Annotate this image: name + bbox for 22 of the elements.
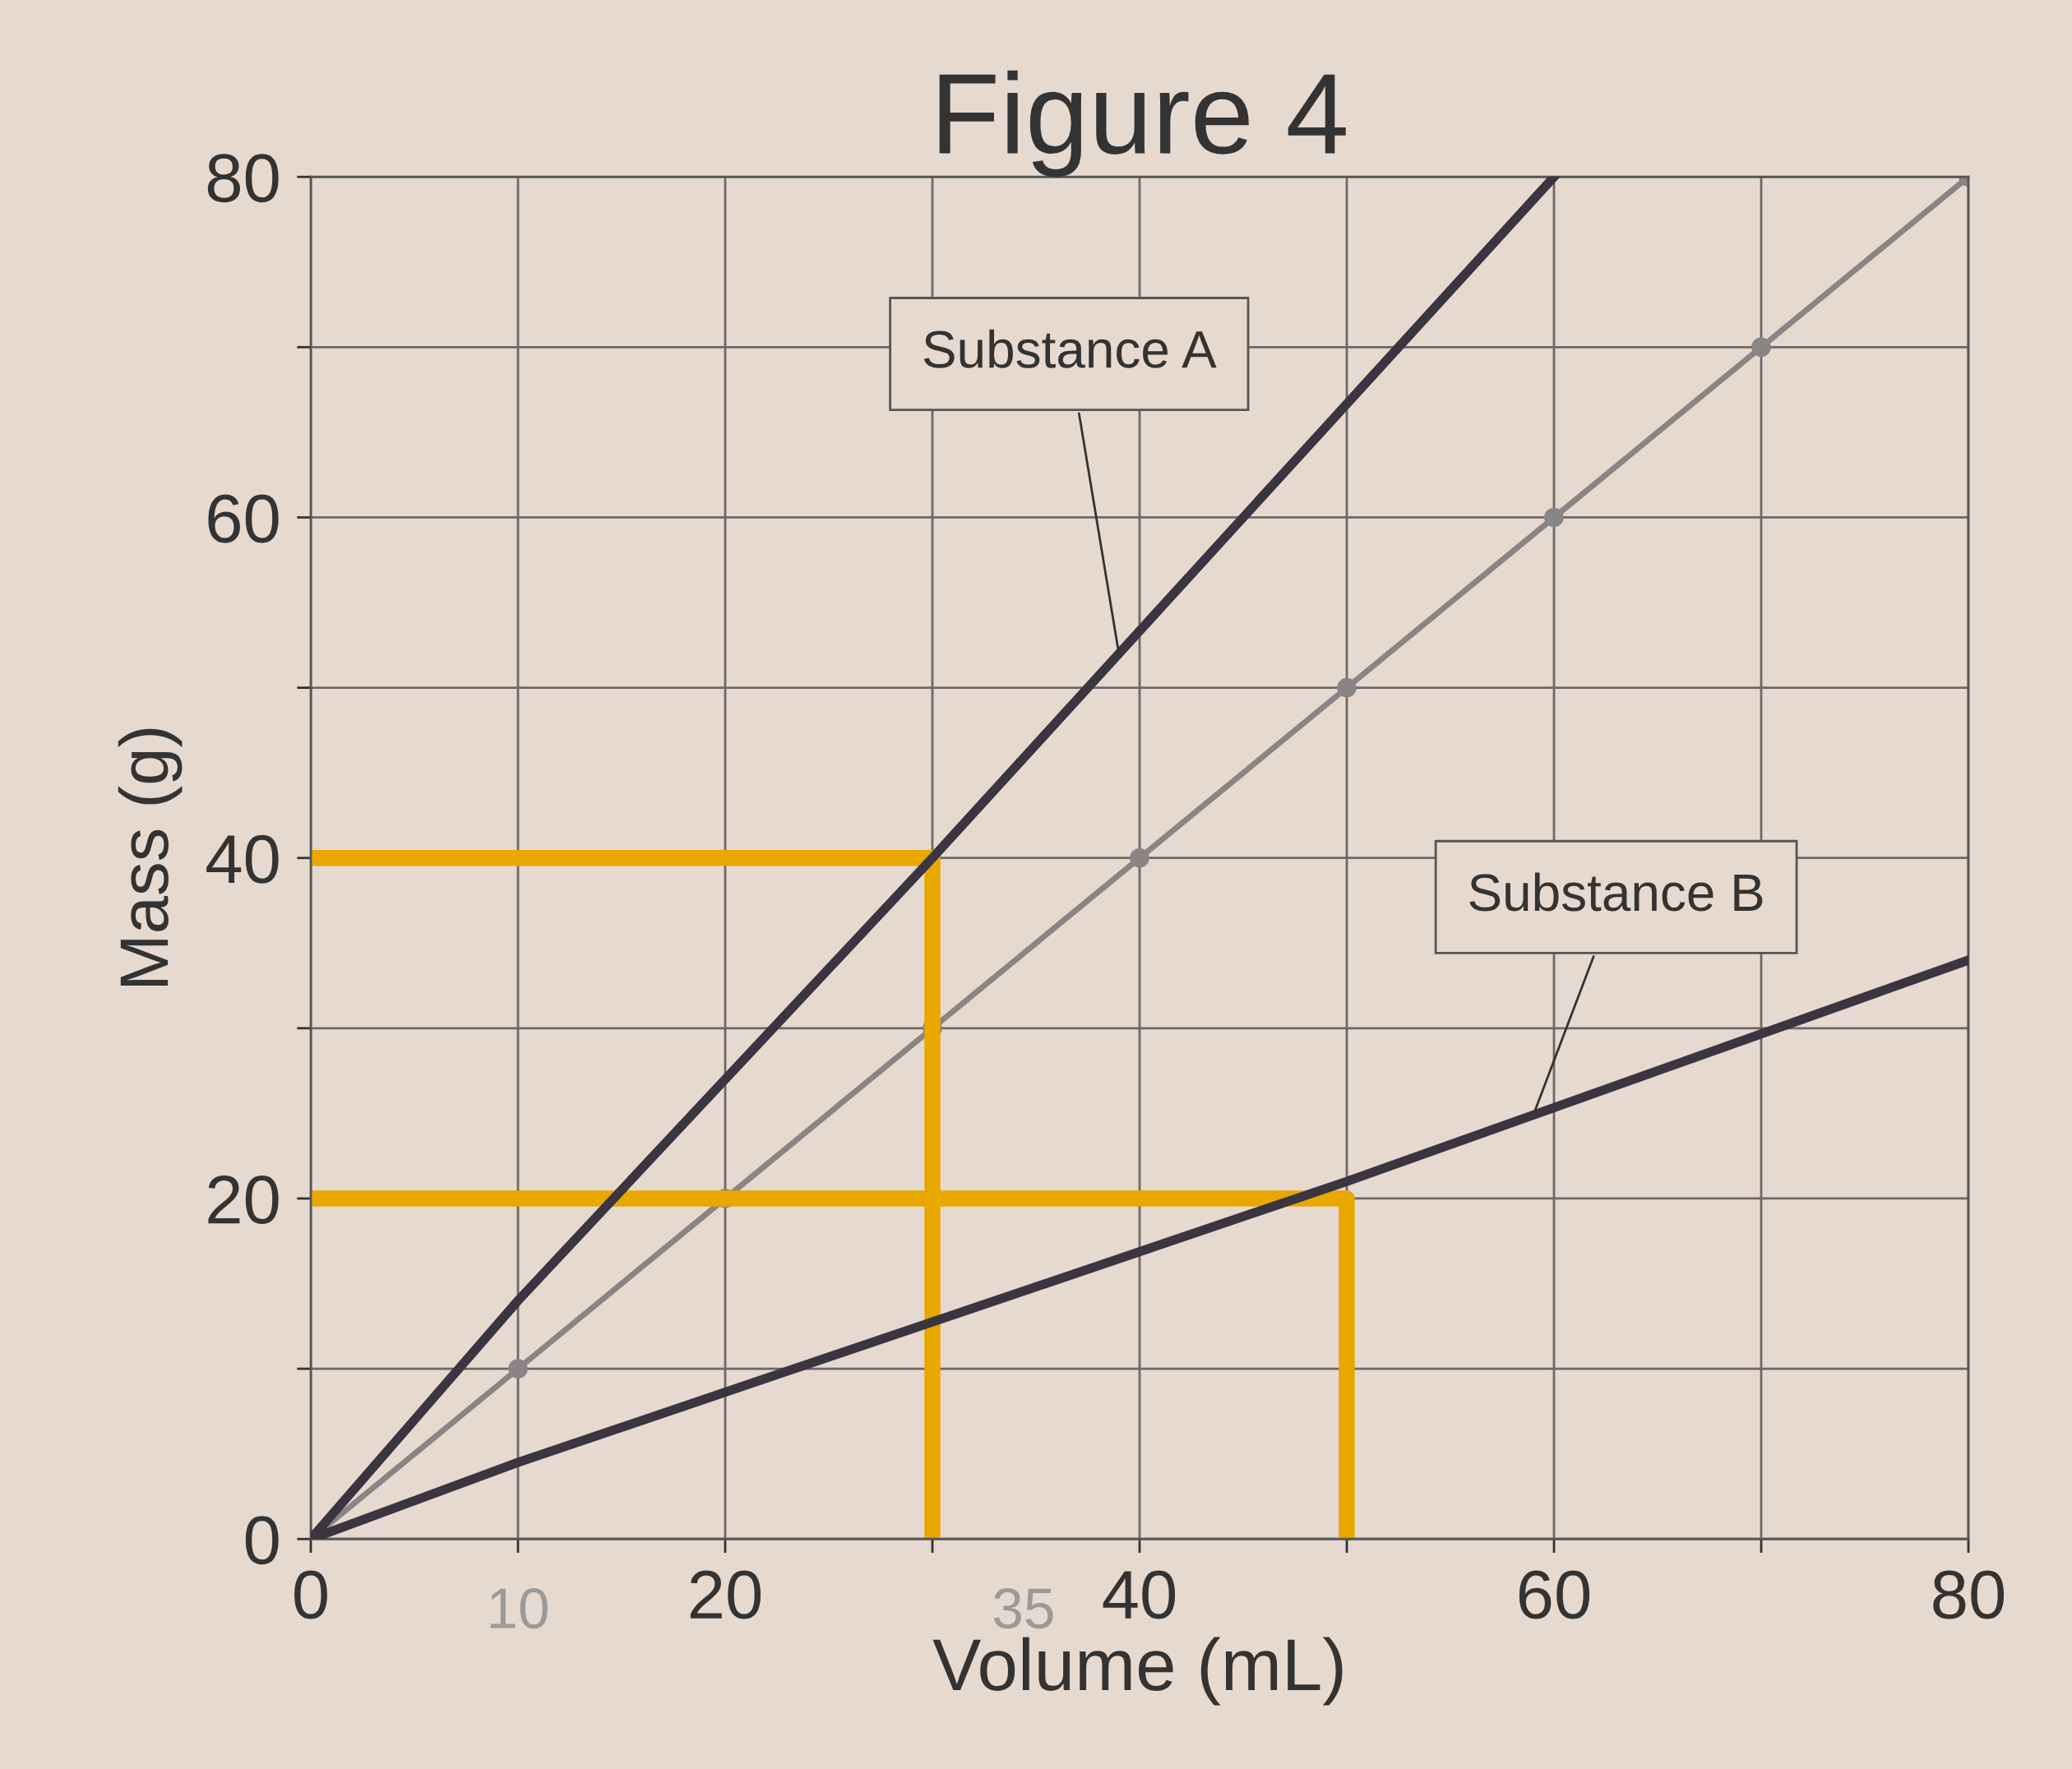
y-tick-label: 80 bbox=[207, 154, 279, 203]
text: 10 bbox=[490, 1588, 548, 1629]
y-tick-label: 20 bbox=[208, 1175, 279, 1224]
x-tick-label: 80 bbox=[1933, 1570, 2005, 1619]
point bbox=[508, 1359, 528, 1379]
chart-title: Figure 4 bbox=[939, 70, 1346, 178]
point bbox=[1544, 507, 1564, 528]
y-axis-title: Mass (g) bbox=[118, 728, 183, 986]
text: 35 bbox=[993, 1588, 1053, 1629]
x-tick-label: 60 bbox=[1519, 1570, 1590, 1619]
x-tick-label: 20 bbox=[690, 1570, 761, 1619]
text: Substance A bbox=[923, 329, 1217, 368]
x-tick-label: 0 bbox=[294, 1570, 327, 1619]
x-tick-label: 40 bbox=[1103, 1570, 1176, 1619]
x-axis-title: Volume (mL) bbox=[932, 1637, 1343, 1706]
point bbox=[1337, 677, 1357, 698]
y-tick-label: 40 bbox=[206, 834, 279, 884]
text: Substance B bbox=[1469, 872, 1763, 912]
point bbox=[1130, 848, 1149, 868]
y-tick-label: 60 bbox=[208, 494, 279, 543]
y-tick-label: 0 bbox=[245, 1516, 279, 1565]
point bbox=[1751, 337, 1771, 358]
